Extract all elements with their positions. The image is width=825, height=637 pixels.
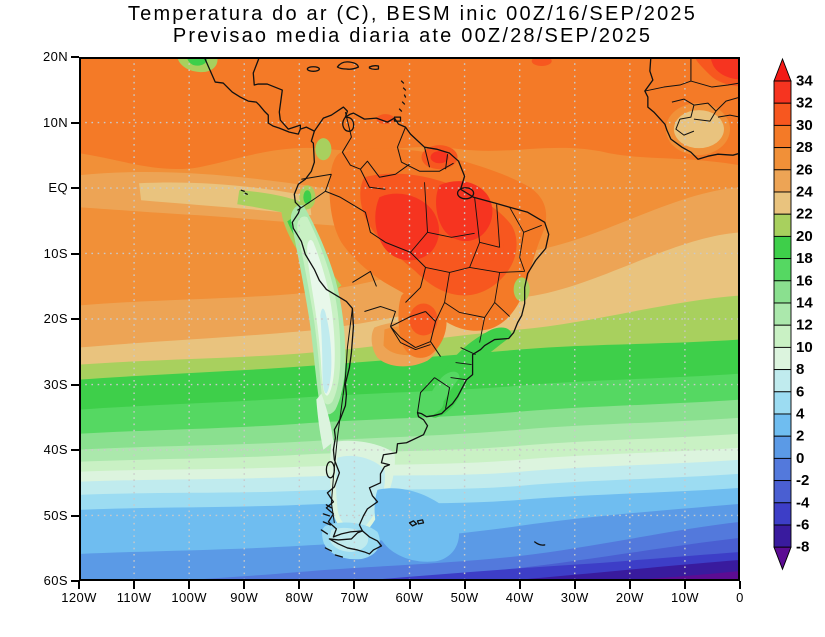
lat-tick-label: 40S bbox=[43, 442, 68, 457]
lon-tick-label: 110W bbox=[116, 590, 152, 605]
lon-tick bbox=[463, 581, 466, 589]
lon-tick bbox=[133, 581, 136, 589]
colorbar-segment bbox=[773, 391, 792, 415]
lon-tick-label: 40W bbox=[505, 590, 534, 605]
colorbar-label: 34 bbox=[796, 73, 813, 90]
lat-tick-label: EQ bbox=[48, 180, 68, 195]
lon-tick-label: 20W bbox=[615, 590, 644, 605]
lat-tick bbox=[71, 580, 79, 582]
lon-tick bbox=[739, 581, 741, 589]
colorbar-label: 30 bbox=[796, 117, 813, 134]
lon-tick-label: 50W bbox=[450, 590, 479, 605]
lon-tick bbox=[298, 581, 301, 589]
graticule bbox=[79, 57, 740, 581]
colorbar-arrow-bottom bbox=[773, 546, 792, 571]
colorbar-label: 0 bbox=[796, 450, 804, 467]
lat-tick-label: 20N bbox=[42, 49, 68, 64]
lon-tick bbox=[628, 581, 631, 589]
colorbar-segment bbox=[773, 369, 792, 393]
lat-tick bbox=[71, 56, 79, 58]
colorbar-segment bbox=[773, 235, 792, 260]
lat-tick bbox=[71, 187, 79, 189]
lon-tick bbox=[573, 581, 576, 589]
colorbar-segment bbox=[773, 480, 792, 504]
colorbar-label: 8 bbox=[796, 361, 804, 378]
lon-tick bbox=[408, 581, 411, 589]
lon-tick bbox=[243, 581, 246, 589]
lat-tick bbox=[71, 252, 79, 255]
colorbar-arrow-top bbox=[773, 57, 792, 82]
plot-title-line2: Previsao media diaria ate 00Z/28/SEP/202… bbox=[172, 25, 653, 47]
lon-tick-label: 30W bbox=[560, 590, 589, 605]
lon-tick-label: 60W bbox=[395, 590, 424, 605]
colorbar-segment bbox=[773, 324, 792, 348]
lon-tick-label: 120W bbox=[61, 590, 97, 605]
colorbar-segment bbox=[773, 80, 792, 104]
lon-tick bbox=[78, 581, 80, 589]
colorbar-segment bbox=[773, 169, 792, 193]
colorbar-segment bbox=[773, 191, 792, 215]
map-canvas bbox=[79, 57, 740, 581]
colorbar-label: 16 bbox=[796, 272, 813, 289]
colorbar-label: 18 bbox=[796, 250, 813, 267]
colorbar-label: 2 bbox=[796, 428, 804, 445]
lat-tick bbox=[71, 514, 79, 517]
colorbar-label: 22 bbox=[796, 206, 813, 223]
plot-title-block: Temperatura do ar (C), BESM inic 00Z/16/… bbox=[0, 3, 825, 47]
lon-tick-label: 90W bbox=[230, 590, 259, 605]
lon-tick-label: 0 bbox=[736, 590, 744, 605]
lat-tick bbox=[71, 449, 79, 451]
lat-tick bbox=[71, 383, 79, 386]
colorbar-label: -2 bbox=[796, 472, 809, 489]
coastline-layer bbox=[203, 57, 740, 558]
colorbar-label: 24 bbox=[796, 184, 813, 201]
colorbar-segment bbox=[773, 280, 792, 304]
colorbar-segment bbox=[773, 124, 792, 149]
colorbar-segment bbox=[773, 435, 792, 459]
lon-tick-label: 80W bbox=[285, 590, 314, 605]
colorbar-segment bbox=[773, 524, 792, 548]
lat-tick-label: 50S bbox=[43, 507, 68, 523]
map-frame bbox=[79, 57, 740, 581]
lon-tick bbox=[683, 581, 686, 589]
colorbar-segment bbox=[773, 413, 792, 437]
lat-tick-label: 20S bbox=[43, 311, 68, 326]
lon-tick bbox=[188, 581, 191, 589]
colorbar-segment bbox=[773, 457, 792, 482]
colorbar-label: 4 bbox=[796, 406, 805, 423]
lat-tick-label: 60S bbox=[43, 573, 68, 588]
colorbar-label: 14 bbox=[796, 295, 813, 312]
colorbar-label: 6 bbox=[796, 383, 804, 400]
lat-tick-label: 10N bbox=[42, 114, 68, 130]
colorbar-label: 10 bbox=[796, 339, 813, 356]
lat-tick-label: 30S bbox=[43, 376, 68, 392]
colorbar-label: 32 bbox=[796, 95, 813, 112]
colorbar-label: 20 bbox=[796, 228, 813, 245]
lon-tick bbox=[353, 581, 356, 589]
colorbar-segment bbox=[773, 502, 792, 526]
lon-tick-label: 10W bbox=[670, 590, 699, 605]
lon-tick bbox=[518, 581, 521, 589]
colorbar-label: 12 bbox=[796, 317, 813, 334]
colorbar-label: -4 bbox=[796, 494, 810, 511]
border-layer bbox=[297, 57, 740, 523]
colorbar-label: -8 bbox=[796, 539, 809, 556]
lon-tick-label: 70W bbox=[340, 590, 369, 605]
colorbar-label: 28 bbox=[796, 139, 813, 156]
colorbar-label: 26 bbox=[796, 161, 813, 178]
colorbar-segment bbox=[773, 213, 792, 237]
colorbar-segment bbox=[773, 147, 792, 171]
lat-tick bbox=[71, 318, 79, 320]
colorbar-segment bbox=[773, 346, 792, 371]
plot-title-line1: Temperatura do ar (C), BESM inic 00Z/16/… bbox=[127, 3, 698, 25]
lat-tick-label: 10S bbox=[43, 245, 68, 261]
colorbar-segment bbox=[773, 302, 792, 326]
lat-tick bbox=[71, 121, 79, 124]
colorbar-label: -6 bbox=[796, 517, 809, 534]
colorbar-segment bbox=[773, 102, 792, 126]
colorbar-segment bbox=[773, 258, 792, 282]
lon-tick-label: 100W bbox=[171, 590, 207, 605]
